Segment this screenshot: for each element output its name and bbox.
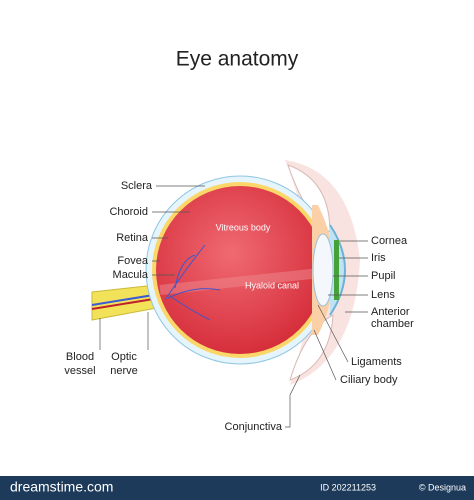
inner-label: Vitreous body	[216, 222, 271, 232]
label: Ciliary body	[340, 374, 398, 386]
hyaloid-canal	[159, 267, 331, 295]
label: Pupil	[371, 270, 395, 282]
label: nerve	[110, 365, 138, 377]
label: Blood	[66, 351, 94, 363]
label: Ligaments	[351, 356, 402, 368]
footer-bar	[0, 476, 474, 500]
footer-id: ID 202211253	[320, 482, 376, 492]
retina-vessels	[164, 244, 221, 321]
label: vessel	[64, 365, 95, 377]
footer-site: dreamstime.com	[10, 479, 113, 495]
iris	[334, 240, 339, 300]
lens	[312, 233, 334, 307]
label: Anterior	[371, 306, 410, 318]
label: chamber	[371, 318, 414, 330]
label: Retina	[116, 232, 149, 244]
label: Optic	[111, 351, 137, 363]
label: Choroid	[109, 206, 148, 218]
leader-line	[99, 185, 205, 350]
label: Sclera	[121, 180, 153, 192]
inner-label: Hyaloid canal	[245, 280, 299, 290]
label: Cornea	[371, 235, 408, 247]
vitreous-body	[156, 186, 324, 354]
label: Macula	[113, 269, 149, 281]
label: Fovea	[117, 255, 148, 267]
footer-author: © Designua	[419, 482, 466, 492]
label: Conjunctiva	[225, 421, 283, 433]
lower-eyelid	[289, 314, 334, 381]
leader-line	[285, 240, 368, 428]
title: Eye anatomy	[176, 48, 299, 71]
label: Iris	[371, 252, 386, 264]
label: Lens	[371, 289, 395, 301]
